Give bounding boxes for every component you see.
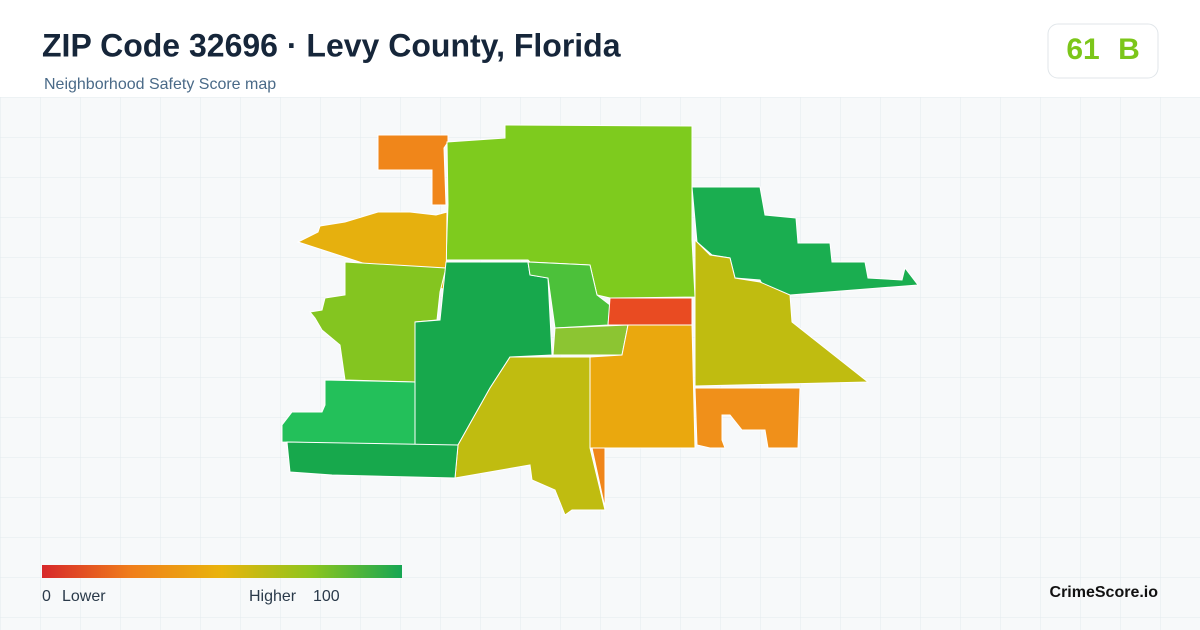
score-box — [1047, 23, 1159, 79]
region — [377, 134, 449, 206]
legend-bar — [42, 565, 402, 578]
legend-max: 100 — [313, 588, 340, 605]
region — [607, 297, 693, 326]
region — [309, 261, 447, 383]
legend-max-label: Higher — [249, 588, 297, 605]
subtitle: Neighborhood Safety Score map — [44, 76, 276, 93]
region — [281, 379, 416, 446]
legend-min: 0 — [42, 588, 51, 605]
region — [694, 238, 870, 387]
legend-min-label: Lower — [62, 588, 106, 605]
region — [445, 124, 696, 299]
region — [286, 441, 459, 479]
region — [552, 324, 629, 356]
region — [591, 447, 606, 509]
header-bg — [0, 0, 1200, 97]
score-value: 61 — [1066, 33, 1099, 66]
brand: CrimeScore.io — [1050, 584, 1159, 601]
region — [694, 387, 801, 449]
regions — [281, 124, 919, 516]
title: ZIP Code 32696 · Levy County, Florida — [42, 27, 621, 63]
score-grade: B — [1118, 33, 1140, 66]
